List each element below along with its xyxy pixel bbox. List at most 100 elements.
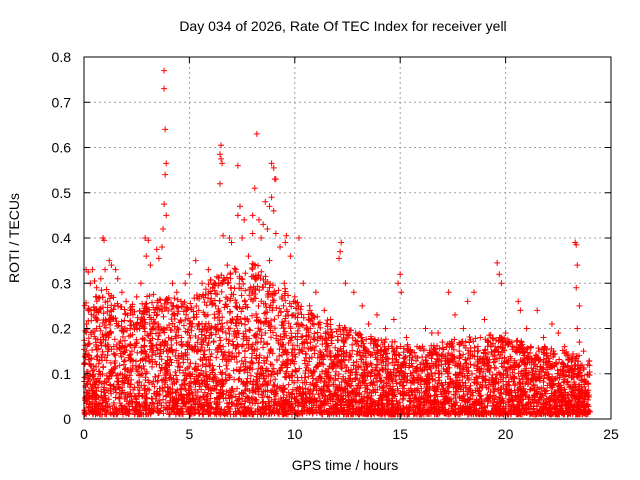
- data-point: [257, 318, 264, 325]
- data-point: [355, 364, 362, 371]
- data-point: [404, 389, 411, 396]
- data-point: [126, 372, 133, 379]
- data-point: [341, 362, 348, 369]
- data-point: [90, 383, 97, 390]
- data-point: [418, 368, 425, 375]
- data-point: [384, 355, 391, 362]
- data-point: [424, 362, 431, 369]
- data-point: [309, 372, 316, 379]
- data-point: [280, 382, 287, 389]
- data-point: [289, 377, 296, 384]
- data-point: [199, 357, 206, 364]
- data-point: [138, 382, 145, 389]
- data-point: [229, 385, 236, 392]
- data-point: [249, 290, 256, 297]
- data-point: [186, 385, 193, 392]
- data-point: [200, 393, 207, 400]
- data-point: [266, 410, 273, 417]
- data-point: [564, 363, 571, 370]
- data-point: [90, 371, 97, 378]
- data-point: [210, 339, 217, 345]
- data-point: [186, 372, 193, 379]
- data-point: [213, 354, 220, 361]
- data-point: [211, 315, 218, 322]
- data-point: [349, 347, 356, 354]
- data-point: [285, 312, 292, 319]
- data-point: [389, 376, 396, 383]
- data-point: [545, 358, 552, 365]
- data-point: [438, 352, 445, 359]
- data-point: [191, 314, 198, 321]
- data-point: [202, 313, 209, 320]
- data-point: [576, 352, 583, 359]
- data-point: [482, 336, 489, 343]
- data-point: [457, 369, 464, 376]
- data-point: [467, 404, 474, 411]
- data-point: [136, 363, 143, 370]
- data-point: [497, 376, 504, 383]
- data-point: [299, 340, 306, 347]
- data-point: [439, 351, 446, 358]
- data-point: [229, 353, 236, 360]
- data-point: [307, 381, 314, 388]
- data-point: [350, 359, 357, 366]
- data-point: [280, 302, 287, 309]
- data-point: [219, 314, 226, 321]
- data-point: [249, 350, 256, 357]
- data-point: [289, 345, 296, 352]
- data-point: [397, 363, 404, 370]
- data-point: [177, 386, 184, 393]
- data-point: [455, 360, 462, 367]
- data-point: [255, 400, 262, 407]
- data-point: [314, 313, 321, 320]
- data-point: [347, 403, 354, 410]
- data-point: [112, 364, 119, 371]
- data-point: [571, 361, 578, 368]
- data-point: [271, 290, 278, 297]
- data-point: [184, 329, 191, 336]
- data-point: [205, 340, 212, 347]
- data-point: [220, 275, 227, 282]
- data-point: [177, 392, 184, 399]
- data-point: [406, 406, 413, 413]
- data-point: [252, 276, 259, 283]
- data-point: [275, 287, 282, 294]
- data-point: [462, 380, 469, 387]
- data-point: [377, 377, 384, 384]
- data-point: [466, 385, 473, 392]
- data-point: [359, 378, 366, 385]
- data-point: [465, 354, 472, 361]
- data-point: [146, 314, 153, 321]
- data-point: [270, 371, 277, 378]
- data-point: [127, 318, 134, 325]
- data-point: [468, 409, 475, 416]
- data-point: [227, 325, 234, 332]
- data-point: [182, 316, 189, 323]
- data-point: [86, 404, 93, 411]
- data-point: [227, 285, 234, 292]
- data-point: [246, 335, 253, 342]
- data-point: [277, 367, 284, 374]
- data-point: [258, 382, 265, 389]
- data-point: [103, 286, 110, 293]
- data-point: [560, 361, 567, 368]
- data-point: [549, 373, 556, 380]
- data-point: [139, 356, 146, 363]
- data-point: [335, 371, 342, 378]
- data-point: [151, 309, 158, 316]
- data-point: [166, 411, 173, 418]
- data-point: [158, 402, 165, 409]
- data-point: [309, 311, 316, 318]
- data-point: [352, 399, 359, 406]
- data-point: [311, 347, 318, 354]
- data-point: [342, 392, 349, 399]
- data-point: [258, 370, 265, 377]
- data-point: [160, 396, 167, 403]
- data-point: [420, 398, 427, 405]
- data-point: [353, 351, 360, 358]
- data-point: [543, 387, 550, 394]
- data-point: [216, 363, 223, 370]
- data-point: [506, 338, 513, 345]
- data-point: [496, 411, 503, 418]
- data-point: [262, 329, 269, 336]
